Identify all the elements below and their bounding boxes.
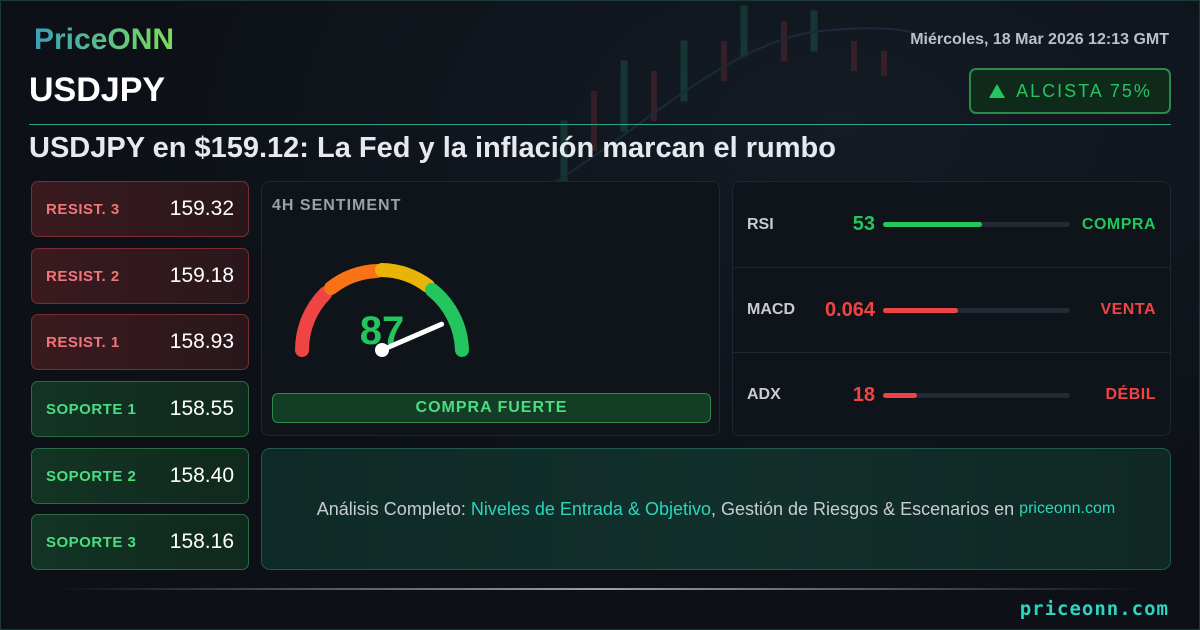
indicator-row-macd: MACD 0.064 VENTA — [733, 267, 1170, 352]
indicator-bar — [883, 222, 1070, 227]
indicator-signal: DÉBIL — [1105, 386, 1156, 403]
gauge-red-segment — [294, 286, 333, 357]
level-support: SOPORTE 3 158.16 — [31, 514, 249, 570]
indicator-signal: VENTA — [1100, 301, 1156, 318]
cta-highlight: Niveles de Entrada & Objetivo — [470, 498, 711, 519]
bias-badge: ALCISTA 75% — [969, 68, 1171, 114]
sentiment-title: 4H SENTIMENT — [272, 197, 402, 214]
indicator-value: 0.064 — [824, 298, 875, 321]
symbol-title: USDJPY — [29, 71, 166, 109]
footer-site-link[interactable]: priceonn.com — [1019, 598, 1169, 620]
indicator-row-adx: ADX 18 DÉBIL — [733, 352, 1170, 437]
bias-label: ALCISTA 75% — [1016, 80, 1152, 101]
gauge-green-segment — [425, 283, 469, 357]
indicator-name: RSI — [747, 215, 774, 233]
level-value: 158.93 — [169, 330, 234, 353]
sentiment-gauge: 87 — [294, 263, 469, 357]
gauge-orange-segment — [324, 264, 384, 295]
sentiment-panel: 4H SENTIMENT 87 COMPRA FUERTE — [261, 181, 720, 436]
indicator-name: MACD — [747, 301, 795, 318]
indicator-row-rsi: RSI 53 COMPRA — [733, 182, 1170, 267]
level-label: SOPORTE 2 — [46, 467, 137, 485]
level-resistance: RESIST. 2 159.18 — [31, 248, 249, 304]
indicator-value: 53 — [852, 213, 875, 235]
headline: USDJPY en $159.12: La Fed y la inflación… — [29, 132, 836, 164]
indicator-bar — [883, 392, 1070, 398]
level-label: RESIST. 2 — [46, 267, 120, 285]
cta-site: priceonn.com — [1019, 500, 1116, 517]
level-support: SOPORTE 1 158.55 — [31, 381, 249, 437]
level-label: SOPORTE 1 — [46, 400, 137, 418]
gauge-pivot — [375, 343, 389, 357]
indicator-name: ADX — [747, 386, 781, 403]
level-value: 159.18 — [169, 264, 234, 287]
gauge-needle — [379, 321, 445, 353]
sentiment-signal: COMPRA FUERTE — [272, 393, 711, 423]
triangle-up-icon — [989, 84, 1006, 98]
indicators-panel: RSI 53 COMPRA MACD 0.064 VENTA ADX 18 DÉBI… — [732, 181, 1171, 436]
cta-middle: , Gestión de Riesgos & Escenarios en — [711, 498, 1020, 519]
cta-prefix: Análisis Completo: — [316, 498, 471, 519]
indicator-bar — [883, 307, 1070, 313]
gauge-yellow-segment — [375, 263, 435, 293]
footer-divider — [56, 588, 1146, 590]
level-label: RESIST. 1 — [46, 333, 120, 351]
indicator-bar-fill — [883, 222, 983, 227]
level-value: 158.55 — [169, 397, 234, 420]
divider — [29, 124, 1171, 125]
level-label: RESIST. 3 — [46, 200, 120, 218]
indicator-value: 18 — [852, 383, 875, 406]
indicator-signal: COMPRA — [1081, 215, 1156, 233]
indicator-bar-fill — [883, 392, 917, 398]
indicator-bar-fill — [883, 307, 958, 313]
background-candlestick-chart — [521, 5, 941, 202]
level-value: 159.32 — [169, 197, 234, 220]
level-value: 158.16 — [169, 530, 234, 553]
full-analysis-link[interactable]: Análisis Completo: Niveles de Entrada & … — [261, 448, 1171, 570]
timestamp: Miércoles, 18 Mar 2026 12:13 GMT — [910, 31, 1169, 48]
level-resistance: RESIST. 3 159.32 — [31, 181, 249, 237]
level-resistance: RESIST. 1 158.93 — [31, 314, 249, 370]
level-support: SOPORTE 2 158.40 — [31, 448, 249, 504]
level-label: SOPORTE 3 — [46, 533, 137, 551]
priceonn-logo: PriceONN — [34, 23, 175, 56]
level-value: 158.40 — [169, 464, 234, 487]
